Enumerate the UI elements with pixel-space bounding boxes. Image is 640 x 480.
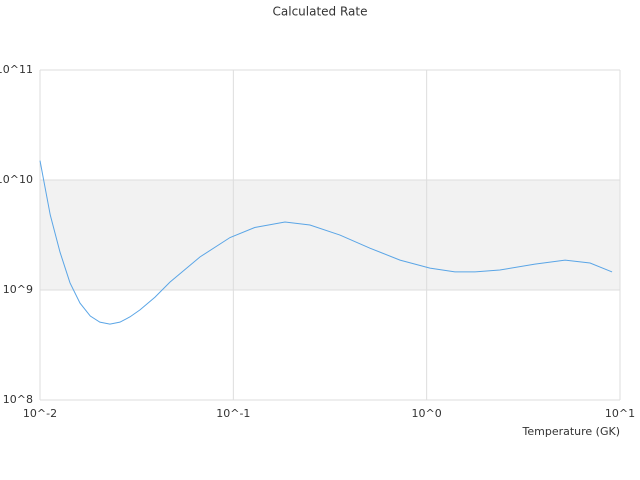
data-line: [39, 160, 613, 325]
x-tick-label: 10^1: [605, 407, 635, 420]
y-tick-label: 10^8: [3, 393, 33, 406]
y-tick-label: 10^9: [3, 283, 33, 296]
x-tick-label: 10^-1: [216, 407, 250, 420]
x-axis-label: Temperature (GK): [522, 425, 621, 438]
y-tick-label: 10^10: [0, 173, 33, 186]
grid-band: [40, 180, 620, 290]
x-tick-label: 10^0: [412, 407, 442, 420]
x-tick-label: 10^-2: [23, 407, 57, 420]
y-tick-label: 10^11: [0, 63, 33, 76]
chart-title: Calculated Rate: [273, 5, 368, 19]
